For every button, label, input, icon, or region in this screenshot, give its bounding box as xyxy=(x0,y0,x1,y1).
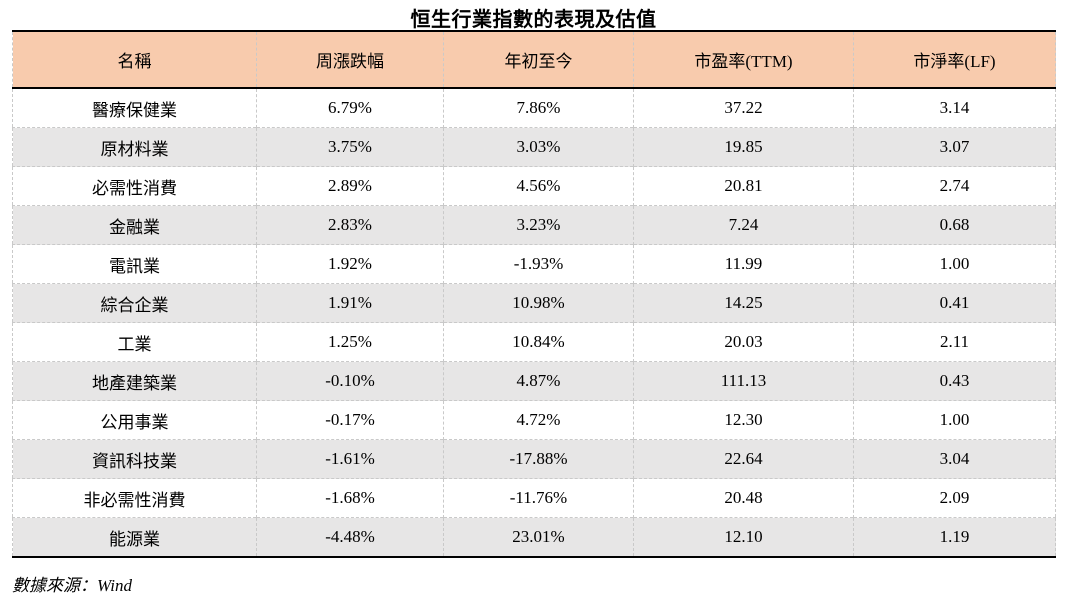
value-cell: 10.98% xyxy=(443,283,634,323)
value-cell: 14.25 xyxy=(633,283,854,323)
value-cell: 20.48 xyxy=(633,478,854,518)
value-cell: 10.84% xyxy=(443,322,634,362)
value-cell: 12.30 xyxy=(633,400,854,440)
table-row: 地產建築業 -0.10% 4.87% 111.13 0.43 xyxy=(12,361,1056,401)
value-cell: 2.09 xyxy=(853,478,1056,518)
value-cell: -17.88% xyxy=(443,439,634,479)
table-row: 原材料業 3.75% 3.03% 19.85 3.07 xyxy=(12,127,1056,167)
industry-name-cell: 綜合企業 xyxy=(12,283,257,323)
value-cell: 3.07 xyxy=(853,127,1056,167)
value-cell: 2.11 xyxy=(853,322,1056,362)
value-cell: -11.76% xyxy=(443,478,634,518)
industry-name-cell: 必需性消費 xyxy=(12,166,257,206)
column-header: 周漲跌幅 xyxy=(256,31,444,89)
header-row: 名稱 周漲跌幅 年初至今 市盈率(TTM) 市淨率(LF) xyxy=(12,31,1056,89)
value-cell: 3.03% xyxy=(443,127,634,167)
value-cell: 3.75% xyxy=(256,127,444,167)
value-cell: 3.04 xyxy=(853,439,1056,479)
table-row: 能源業 -4.48% 23.01% 12.10 1.19 xyxy=(12,517,1056,557)
column-header: 名稱 xyxy=(12,31,257,89)
table-header: 名稱 周漲跌幅 年初至今 市盈率(TTM) 市淨率(LF) xyxy=(12,31,1056,89)
hang-seng-industry-table: 名稱 周漲跌幅 年初至今 市盈率(TTM) 市淨率(LF) 醫療保健業 6.79% 7.86… xyxy=(12,30,1056,558)
value-cell: 4.87% xyxy=(443,361,634,401)
value-cell: 4.72% xyxy=(443,400,634,440)
table-row: 電訊業 1.92% -1.93% 11.99 1.00 xyxy=(12,244,1056,284)
value-cell: 37.22 xyxy=(633,88,854,128)
value-cell: 1.00 xyxy=(853,400,1056,440)
table-row: 非必需性消費 -1.68% -11.76% 20.48 2.09 xyxy=(12,478,1056,518)
table-row: 綜合企業 1.91% 10.98% 14.25 0.41 xyxy=(12,283,1056,323)
value-cell: 4.56% xyxy=(443,166,634,206)
industry-name-cell: 非必需性消費 xyxy=(12,478,257,518)
value-cell: 111.13 xyxy=(633,361,854,401)
column-header: 市淨率(LF) xyxy=(853,31,1056,89)
value-cell: 3.23% xyxy=(443,205,634,245)
industry-name-cell: 公用事業 xyxy=(12,400,257,440)
value-cell: 12.10 xyxy=(633,517,854,557)
column-header: 年初至今 xyxy=(443,31,634,89)
value-cell: 1.25% xyxy=(256,322,444,362)
value-cell: 22.64 xyxy=(633,439,854,479)
table-row: 醫療保健業 6.79% 7.86% 37.22 3.14 xyxy=(13,88,1056,128)
table-row: 工業 1.25% 10.84% 20.03 2.11 xyxy=(12,322,1056,362)
industry-name-cell: 金融業 xyxy=(12,205,257,245)
column-header: 市盈率(TTM) xyxy=(633,31,854,89)
value-cell: -1.93% xyxy=(443,244,634,284)
value-cell: 1.92% xyxy=(256,244,444,284)
industry-name-cell: 工業 xyxy=(12,322,257,362)
value-cell: -1.61% xyxy=(256,439,444,479)
value-cell: 0.41 xyxy=(853,283,1056,323)
value-cell: -0.17% xyxy=(256,400,444,440)
value-cell: 2.89% xyxy=(256,166,444,206)
value-cell: 1.91% xyxy=(256,283,444,323)
industry-name-cell: 醫療保健業 xyxy=(92,100,177,120)
industry-name-cell: 電訊業 xyxy=(12,244,257,284)
value-cell: 23.01% xyxy=(443,517,634,557)
value-cell: 19.85 xyxy=(633,127,854,167)
table-title: 恒生行業指數的表現及估值 xyxy=(410,9,657,31)
value-cell: 20.03 xyxy=(633,322,854,362)
industry-name-cell: 原材料業 xyxy=(12,127,257,167)
value-cell: 6.79% xyxy=(256,88,444,128)
value-cell: -4.48% xyxy=(256,517,444,557)
value-cell: 2.74 xyxy=(853,166,1056,206)
value-cell: 11.99 xyxy=(633,244,854,284)
industry-name-cell: 能源業 xyxy=(12,517,257,557)
table-row: 金融業 2.83% 3.23% 7.24 0.68 xyxy=(12,205,1056,245)
value-cell: 1.19 xyxy=(853,517,1056,557)
table-row: 公用事業 -0.17% 4.72% 12.30 1.00 xyxy=(12,400,1056,440)
industry-name-cell: 地產建築業 xyxy=(12,361,257,401)
value-cell: 20.81 xyxy=(633,166,854,206)
value-cell: 1.00 xyxy=(853,244,1056,284)
value-cell: 0.68 xyxy=(853,205,1056,245)
value-cell: 0.43 xyxy=(853,361,1056,401)
value-cell: 7.24 xyxy=(633,205,854,245)
value-cell: 3.14 xyxy=(853,88,1056,128)
table-row: 必需性消費 2.89% 4.56% 20.81 2.74 xyxy=(12,166,1056,206)
value-cell: 2.83% xyxy=(256,205,444,245)
value-cell: 7.86% xyxy=(443,88,634,128)
table-row: 資訊科技業 -1.61% -17.88% 22.64 3.04 xyxy=(12,439,1056,479)
industry-name-cell: 資訊科技業 xyxy=(12,439,257,479)
value-cell: -1.68% xyxy=(256,478,444,518)
value-cell: -0.10% xyxy=(256,361,444,401)
table-body: 醫療保健業 6.79% 7.86% 37.22 3.14 原材料業 3.75% 3.03% 19… xyxy=(12,88,1056,557)
data-source-note: 數據來源：Wind xyxy=(12,576,132,595)
